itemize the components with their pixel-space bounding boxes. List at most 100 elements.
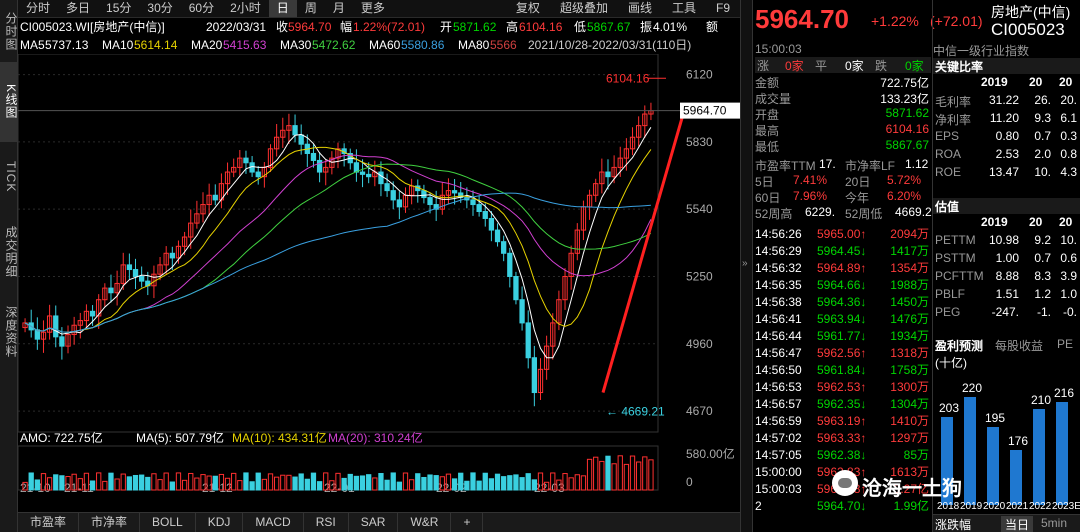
candle-body (574, 229, 580, 254)
volume-bar (59, 475, 65, 491)
period-multiday[interactable]: 多日 (66, 1, 91, 15)
panel-collapse-bar[interactable]: » (740, 0, 752, 532)
volume-bar (507, 475, 513, 491)
period-30m[interactable]: 30分 (147, 1, 173, 15)
candle-body (102, 287, 108, 301)
f9-button[interactable]: F9 (715, 1, 730, 15)
overlay-button[interactable]: 超级叠加 (559, 1, 608, 15)
candle-body (359, 171, 366, 175)
tab-pb[interactable]: 市净率 (79, 513, 141, 532)
candle-body (206, 194, 212, 206)
tick-volume: 1613万 (890, 465, 929, 479)
pb-value: 1.12 (905, 157, 929, 171)
flat-count: 0家 (845, 59, 864, 73)
candle-body (507, 252, 513, 277)
tab-wr[interactable]: W&R (398, 513, 452, 532)
candle-body (470, 199, 476, 206)
volume-bar (102, 480, 108, 491)
tab-pe[interactable]: 市盈率 (18, 513, 80, 532)
period-minute[interactable]: 分时 (26, 1, 51, 15)
add-indicator-button[interactable]: + (451, 513, 484, 532)
ma-value: 5415.63 (223, 38, 267, 52)
candle-body (237, 157, 243, 168)
tab-trade-detail[interactable]: 成交明细 (4, 226, 18, 278)
tab-kline[interactable]: K线图 (0, 62, 18, 142)
period-day[interactable]: 日 (268, 0, 297, 17)
ratio-value: 0.8 (1060, 147, 1077, 161)
low-label: 低 (574, 20, 587, 34)
candle-body (243, 157, 249, 164)
volume-bar (366, 474, 372, 491)
tab-macd[interactable]: MACD (243, 513, 304, 532)
candle-body (200, 204, 206, 215)
tick-price: 5962.38↓ (817, 448, 867, 462)
candle-body (280, 129, 286, 138)
x-tick-label: 22-01 (324, 481, 355, 495)
eps-tab[interactable]: 每股收益 (995, 339, 1044, 353)
flat-label: 平 (815, 59, 828, 73)
x-tick-label: 21-11 (64, 481, 94, 495)
period-week[interactable]: 周 (304, 1, 317, 15)
kline-chart[interactable]: 6120 5830 5540 5250 4960 4670 6104.16 ← 4669.21… (18, 54, 740, 532)
ma-value: 5737.13 (45, 38, 89, 52)
tick-time: 14:56:50 (755, 363, 802, 377)
tab-profile[interactable]: 深度资料 (4, 306, 18, 358)
volume-bar (286, 474, 292, 491)
tab-timeshare[interactable]: 分时图 (4, 11, 18, 51)
adjust-button[interactable]: 复权 (515, 1, 540, 15)
pb-label: 市净率LF (845, 159, 896, 173)
ratio-label: EPS (935, 129, 960, 143)
tab-rsi[interactable]: RSI (304, 513, 349, 532)
tab-sar[interactable]: SAR (349, 513, 399, 532)
forecast-tab[interactable]: 盈利预测 (935, 339, 984, 353)
forecast-bar (964, 397, 976, 505)
volume-bar (96, 472, 102, 491)
candle-body (623, 148, 630, 159)
ratio-value: -1. (1036, 305, 1051, 319)
ratio-value: 13.47 (988, 165, 1019, 179)
tick-time: 14:56:32 (755, 261, 802, 275)
tick-volume: 3.27亿 (893, 482, 929, 496)
ma-value: 5614.14 (134, 38, 178, 52)
forecast-year: 2023E (1052, 501, 1080, 512)
volume-bar (402, 472, 409, 491)
price-change-abs: (+72.01) (930, 13, 983, 29)
range-5min-button[interactable]: 5min (1041, 516, 1068, 530)
stat-value: 6104.16 (885, 122, 929, 136)
tab-kdj[interactable]: KDJ (196, 513, 244, 532)
candle-body (605, 171, 611, 178)
period-2h[interactable]: 2小时 (230, 1, 261, 15)
candle-body (476, 204, 482, 213)
week52-high: 6229. (805, 205, 836, 219)
forecast-value: 203 (939, 401, 960, 416)
volume-bar (433, 475, 439, 491)
ratio-label: ROE (935, 165, 962, 179)
pe-value: 17. (819, 157, 836, 171)
volume-bar (132, 474, 139, 491)
draw-button[interactable]: 画线 (627, 1, 652, 15)
tools-button[interactable]: 工具 (671, 1, 696, 15)
open-label: 开 (440, 20, 453, 34)
tab-tick[interactable]: TICK (4, 161, 18, 193)
tab-boll[interactable]: BOLL (140, 513, 196, 532)
period-60m[interactable]: 60分 (188, 1, 215, 15)
ratio-value: 0.80 (995, 129, 1019, 143)
volume-bar (28, 472, 34, 491)
tick-row: 14:56:26 5965.00↑ 2094万 (753, 226, 932, 242)
volume-bar (629, 455, 636, 491)
stat-label: 开盘 (755, 108, 780, 122)
ratio-value: 10. (1060, 233, 1077, 247)
candle-body (194, 213, 200, 224)
candle-body (329, 157, 335, 168)
y-tick-label: 4670 (686, 404, 713, 418)
y-tick-label: 5250 (686, 269, 713, 283)
volume-bar (249, 481, 255, 491)
tick-price: 5964.66↓ (817, 278, 867, 292)
period-15m[interactable]: 15分 (106, 1, 132, 15)
period-month[interactable]: 月 (332, 1, 345, 15)
volume-bar (243, 472, 249, 491)
period-more[interactable]: 更多 (360, 1, 385, 15)
range-today-button[interactable]: 当日 (1001, 516, 1034, 532)
pe-tab[interactable]: PE (1057, 337, 1074, 351)
ma-label: MA80 (458, 38, 490, 52)
